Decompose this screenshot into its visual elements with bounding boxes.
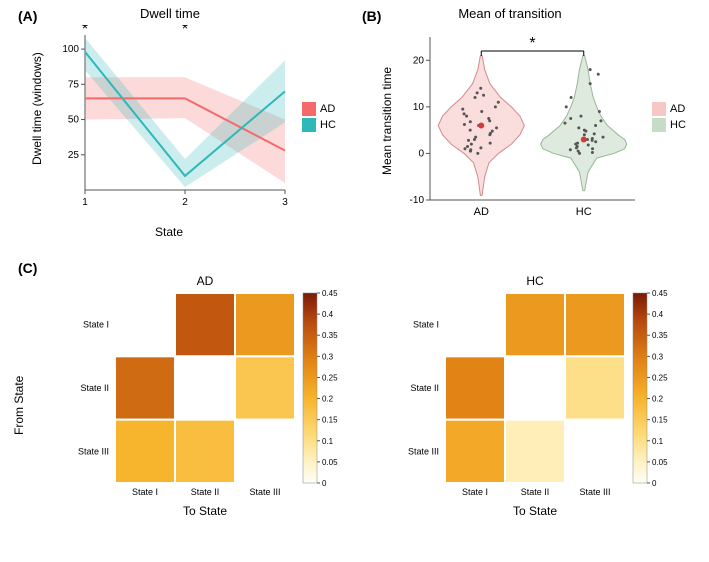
panel-c-heatmap-hc: HC State I State II State III State I State I… xyxy=(390,275,690,540)
legend-label: AD xyxy=(670,103,685,115)
svg-text:100: 100 xyxy=(62,44,79,55)
svg-text:0.1: 0.1 xyxy=(322,437,334,446)
svg-text:State I: State I xyxy=(132,487,158,497)
panel-b-legend: AD HC xyxy=(652,100,686,134)
legend-item: AD xyxy=(302,102,336,116)
legend-item: HC xyxy=(652,118,686,132)
legend-item: HC xyxy=(302,118,336,132)
panel-b-ylabel: Mean transition time xyxy=(380,67,394,175)
legend-swatch xyxy=(302,102,316,116)
svg-text:State I: State I xyxy=(413,320,439,330)
svg-text:0.25: 0.25 xyxy=(652,373,668,382)
svg-text:-10: -10 xyxy=(410,195,425,206)
svg-text:*: * xyxy=(529,35,535,52)
svg-text:20: 20 xyxy=(413,55,425,66)
panel-b-label: (B) xyxy=(362,8,381,24)
svg-text:0.4: 0.4 xyxy=(652,310,664,319)
svg-text:To State: To State xyxy=(183,504,227,518)
panel-a-legend: AD HC xyxy=(302,100,336,134)
panel-c-label: (C) xyxy=(18,260,37,276)
panel-a-xlabel: State xyxy=(155,225,183,239)
svg-text:0.45: 0.45 xyxy=(652,289,668,298)
svg-text:0.35: 0.35 xyxy=(322,331,338,340)
svg-text:0.3: 0.3 xyxy=(322,352,334,361)
svg-text:75: 75 xyxy=(68,79,80,90)
svg-text:AD: AD xyxy=(474,206,489,218)
svg-text:HC: HC xyxy=(526,275,544,288)
svg-text:AD: AD xyxy=(197,275,214,288)
panel-a-label: (A) xyxy=(18,8,37,24)
svg-text:State I: State I xyxy=(462,487,488,497)
svg-text:0.4: 0.4 xyxy=(322,310,334,319)
svg-text:0.2: 0.2 xyxy=(652,395,664,404)
svg-text:State III: State III xyxy=(579,487,610,497)
svg-text:0: 0 xyxy=(652,479,657,488)
svg-text:State III: State III xyxy=(78,446,109,456)
svg-text:50: 50 xyxy=(68,115,80,126)
panel-b-chart: -10 0 10 20 AD HC * xyxy=(400,25,645,225)
svg-text:0.45: 0.45 xyxy=(322,289,338,298)
svg-text:*: * xyxy=(82,25,88,38)
svg-text:0.1: 0.1 xyxy=(652,437,664,446)
svg-text:1: 1 xyxy=(82,197,88,208)
svg-text:State II: State II xyxy=(191,487,220,497)
svg-text:10: 10 xyxy=(413,102,425,113)
svg-text:State I: State I xyxy=(83,320,109,330)
svg-text:State II: State II xyxy=(410,383,439,393)
legend-swatch xyxy=(652,118,666,132)
svg-text:0.15: 0.15 xyxy=(652,416,668,425)
svg-text:0: 0 xyxy=(418,148,424,159)
legend-label: HC xyxy=(320,119,336,131)
svg-text:0: 0 xyxy=(322,479,327,488)
svg-text:State III: State III xyxy=(249,487,280,497)
legend-swatch xyxy=(302,118,316,132)
legend-label: HC xyxy=(670,119,686,131)
panel-c-heatmap-ad: AD State I State II State III State I State I… xyxy=(60,275,340,540)
svg-text:0.3: 0.3 xyxy=(652,352,664,361)
legend-label: AD xyxy=(320,103,335,115)
svg-text:3: 3 xyxy=(282,197,288,208)
svg-text:0.05: 0.05 xyxy=(322,458,338,467)
svg-text:25: 25 xyxy=(68,150,80,161)
svg-text:0.35: 0.35 xyxy=(652,331,668,340)
svg-text:To State: To State xyxy=(513,504,557,518)
svg-text:0.15: 0.15 xyxy=(322,416,338,425)
panel-b-title: Mean of transition xyxy=(420,6,600,21)
svg-text:State III: State III xyxy=(408,446,439,456)
panel-a-chart: 25 50 75 100 1 2 3 * * xyxy=(60,25,295,220)
svg-text:State II: State II xyxy=(521,487,550,497)
svg-text:*: * xyxy=(182,25,188,38)
svg-text:0.2: 0.2 xyxy=(322,395,334,404)
legend-item: AD xyxy=(652,102,686,116)
panel-a-title: Dwell time xyxy=(80,6,260,21)
legend-swatch xyxy=(652,102,666,116)
svg-text:HC: HC xyxy=(576,206,592,218)
svg-text:0.25: 0.25 xyxy=(322,373,338,382)
svg-text:0.05: 0.05 xyxy=(652,458,668,467)
panel-a-ylabel: Dwell time (windows) xyxy=(30,52,44,165)
svg-text:State II: State II xyxy=(80,383,109,393)
svg-text:2: 2 xyxy=(182,197,188,208)
panel-c-ylabel: From State xyxy=(12,376,26,435)
